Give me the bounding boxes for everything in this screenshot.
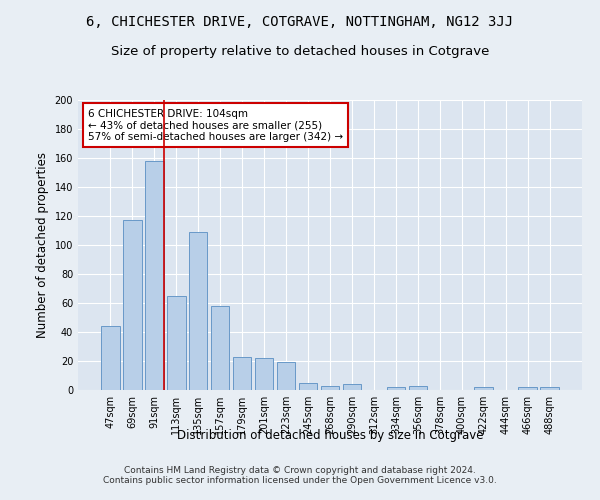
Bar bbox=[145, 161, 164, 390]
Bar bbox=[189, 232, 208, 390]
Bar bbox=[277, 362, 295, 390]
Bar bbox=[541, 387, 559, 390]
Text: Size of property relative to detached houses in Cotgrave: Size of property relative to detached ho… bbox=[111, 45, 489, 58]
Y-axis label: Number of detached properties: Number of detached properties bbox=[36, 152, 49, 338]
Text: Distribution of detached houses by size in Cotgrave: Distribution of detached houses by size … bbox=[177, 428, 483, 442]
Bar bbox=[409, 386, 427, 390]
Bar bbox=[255, 358, 274, 390]
Bar bbox=[123, 220, 142, 390]
Bar bbox=[211, 306, 229, 390]
Bar bbox=[233, 356, 251, 390]
Bar bbox=[518, 387, 537, 390]
Text: 6, CHICHESTER DRIVE, COTGRAVE, NOTTINGHAM, NG12 3JJ: 6, CHICHESTER DRIVE, COTGRAVE, NOTTINGHA… bbox=[86, 15, 514, 29]
Text: 6 CHICHESTER DRIVE: 104sqm
← 43% of detached houses are smaller (255)
57% of sem: 6 CHICHESTER DRIVE: 104sqm ← 43% of deta… bbox=[88, 108, 343, 142]
Bar bbox=[101, 326, 119, 390]
Text: Contains HM Land Registry data © Crown copyright and database right 2024.
Contai: Contains HM Land Registry data © Crown c… bbox=[103, 466, 497, 485]
Bar bbox=[167, 296, 185, 390]
Bar bbox=[475, 387, 493, 390]
Bar bbox=[299, 383, 317, 390]
Bar bbox=[386, 387, 405, 390]
Bar bbox=[343, 384, 361, 390]
Bar bbox=[320, 386, 340, 390]
